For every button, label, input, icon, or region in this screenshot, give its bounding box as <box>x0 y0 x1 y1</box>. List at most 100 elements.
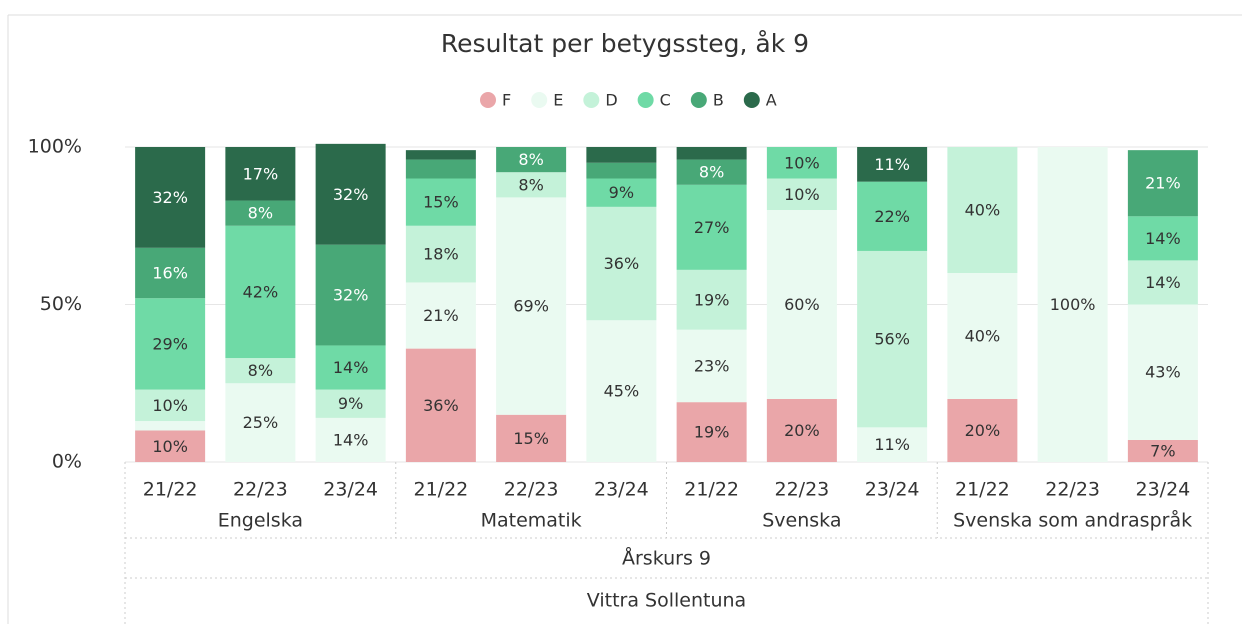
data-label: 11% <box>874 435 910 454</box>
data-label: 40% <box>965 327 1001 346</box>
legend-label: E <box>553 91 563 110</box>
data-label: 21% <box>423 306 459 325</box>
data-label: 43% <box>1145 363 1181 382</box>
data-label: 29% <box>152 334 188 353</box>
x-tick-label: 21/22 <box>413 479 468 501</box>
bar-segment <box>405 150 476 160</box>
x-tick-label: 22/23 <box>233 479 288 501</box>
x-tick-label: 23/24 <box>594 479 649 501</box>
bar-segment <box>225 147 296 201</box>
bar-segment <box>1127 304 1198 440</box>
data-label: 21% <box>1145 174 1181 193</box>
bar-segment <box>315 417 386 462</box>
bar-segment <box>1127 216 1198 261</box>
data-label: 32% <box>152 188 188 207</box>
bar-segment <box>496 172 567 198</box>
data-label: 14% <box>333 358 369 377</box>
x-tick-label: 22/23 <box>774 479 829 501</box>
bar-segment <box>135 389 206 422</box>
data-label: 36% <box>423 396 459 415</box>
bar-segment <box>405 178 476 226</box>
data-label: 19% <box>694 423 730 442</box>
data-label: 20% <box>965 421 1001 440</box>
bar-segment <box>405 159 476 179</box>
data-label: 19% <box>694 290 730 309</box>
data-label: 10% <box>152 437 188 456</box>
bar-segment <box>947 273 1018 399</box>
bar-segment <box>676 159 747 185</box>
bar-segment <box>676 402 747 462</box>
legend-marker <box>583 92 600 108</box>
bar-segment <box>405 348 476 462</box>
bar-segment <box>586 147 657 163</box>
bar-segment <box>1127 439 1198 462</box>
data-label: 14% <box>333 430 369 449</box>
bar-segment <box>857 181 928 251</box>
bar-segment <box>405 225 476 283</box>
bar-segment <box>225 383 296 462</box>
data-label: 10% <box>784 153 820 172</box>
data-label: 17% <box>243 164 279 183</box>
data-label: 15% <box>423 193 459 212</box>
bar-segment <box>135 298 206 390</box>
x-tick-label: 22/23 <box>1045 479 1100 501</box>
data-label: 22% <box>874 207 910 226</box>
bar-segment <box>225 358 296 384</box>
bar-segment <box>496 414 567 462</box>
bar-segment <box>1037 147 1108 462</box>
bar-segment <box>857 147 928 182</box>
data-label: 8% <box>248 204 273 223</box>
bar-segment <box>586 178 657 207</box>
bar-segment <box>586 162 657 179</box>
bar-segment <box>676 269 747 330</box>
data-label: 40% <box>965 201 1001 220</box>
bar-segment <box>947 399 1018 462</box>
group-label: Svenska som andraspråk <box>953 509 1192 532</box>
group-label: Svenska <box>762 510 841 532</box>
data-label: 8% <box>518 150 543 169</box>
legend-marker <box>480 92 496 108</box>
group-label: Matematik <box>481 510 582 532</box>
data-label: 25% <box>243 413 279 432</box>
legend-label: F <box>502 91 511 110</box>
bar-segment <box>496 147 567 173</box>
bar-segment <box>766 178 837 210</box>
legend-marker <box>531 92 548 108</box>
data-label: 9% <box>609 183 634 202</box>
legend-label: D <box>605 91 617 110</box>
bar-segment <box>225 200 296 226</box>
bar-segment <box>135 430 206 462</box>
data-label: 23% <box>694 356 730 375</box>
bar-segment <box>1127 260 1198 305</box>
data-label: 10% <box>784 185 820 204</box>
legend-label: C <box>660 91 671 110</box>
legend-label: A <box>766 91 777 110</box>
data-label: 8% <box>518 175 543 194</box>
legend-marker <box>637 92 654 108</box>
bar-segment <box>586 206 657 321</box>
legend-label: B <box>713 91 724 110</box>
bar-segment <box>135 421 206 431</box>
legend-marker <box>690 92 707 108</box>
bar-segment <box>315 345 386 390</box>
level4-label: Vittra Sollentuna <box>587 590 746 612</box>
data-label: 60% <box>784 295 820 314</box>
bar-segment <box>315 244 386 346</box>
data-label: 7% <box>1150 441 1175 460</box>
data-label: 8% <box>699 163 724 182</box>
bar-segment <box>676 147 747 160</box>
bar-segment <box>947 147 1018 273</box>
level3-label: Årskurs 9 <box>622 547 711 570</box>
y-tick-label: 50% <box>40 293 82 315</box>
data-label: 9% <box>338 394 363 413</box>
bar-segment <box>315 389 386 418</box>
data-label: 56% <box>874 330 910 349</box>
bar-segment <box>766 147 837 179</box>
data-label: 32% <box>333 286 369 305</box>
x-tick-label: 23/24 <box>1135 479 1190 501</box>
group-label: Engelska <box>218 510 303 532</box>
bar-segment <box>766 399 837 462</box>
bar-segment <box>857 427 928 462</box>
data-label: 32% <box>333 185 369 204</box>
data-label: 45% <box>604 382 640 401</box>
